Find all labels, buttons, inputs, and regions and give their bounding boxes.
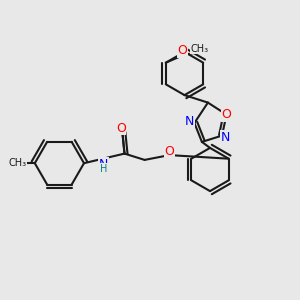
Text: H: H (100, 164, 107, 174)
Text: N: N (99, 158, 108, 171)
Text: CH₃: CH₃ (191, 44, 209, 54)
Text: O: O (222, 108, 231, 121)
Text: N: N (220, 130, 230, 144)
Text: O: O (116, 122, 126, 135)
Text: O: O (178, 44, 188, 57)
Text: O: O (165, 145, 174, 158)
Text: N: N (185, 115, 195, 128)
Text: CH₃: CH₃ (8, 158, 26, 168)
